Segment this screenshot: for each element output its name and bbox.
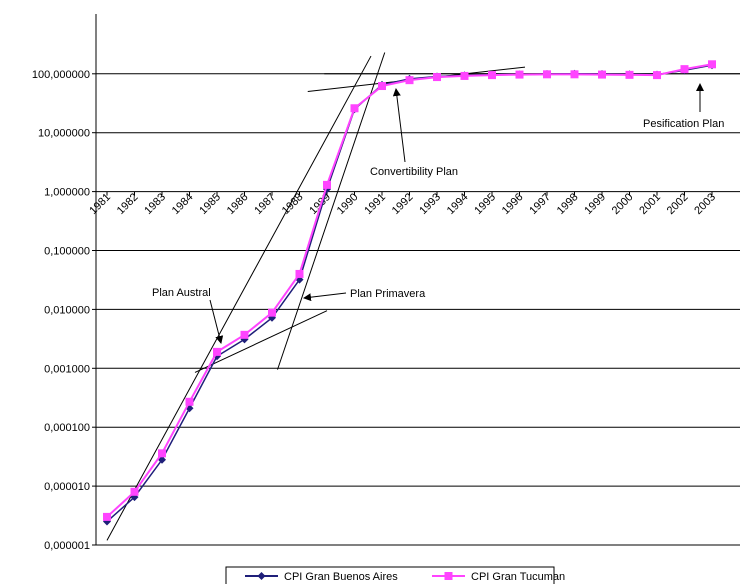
x-tick-label: 1983 xyxy=(142,191,168,217)
data-point xyxy=(213,347,221,356)
data-point xyxy=(405,76,414,85)
data-point xyxy=(295,269,304,278)
data-point xyxy=(680,65,689,74)
y-tick-label: 1,000000 xyxy=(44,187,90,199)
data-point xyxy=(625,70,634,79)
x-tick-label: 1993 xyxy=(417,191,443,217)
annotation-layer: Plan Austral Plan Primavera Convertibility… xyxy=(152,83,724,344)
y-tick-label: 100,000000 xyxy=(32,69,90,81)
y-tick-label: 0,000001 xyxy=(44,540,90,552)
legend-label-tucuman: CPI Gran Tucuman xyxy=(471,571,565,583)
y-tick-label: 0,100000 xyxy=(44,246,90,258)
x-tick-label: 1992 xyxy=(390,191,416,217)
annotation-arrow xyxy=(392,88,406,163)
data-point xyxy=(185,397,194,406)
x-tick-label: 1986 xyxy=(225,191,251,217)
y-tick-labels: 0,000001 0,000010 0,000100 0,001000 0,010000… xyxy=(32,69,90,552)
data-point xyxy=(598,70,606,79)
data-point xyxy=(433,73,441,82)
legend: CPI Gran Buenos Aires CPI Gran Tucuman xyxy=(225,566,565,584)
data-point xyxy=(543,70,551,79)
data-point xyxy=(158,449,166,458)
trend-line xyxy=(106,55,372,541)
data-point xyxy=(515,70,524,79)
trend-line xyxy=(277,52,386,370)
x-tick-label: 2000 xyxy=(610,191,636,217)
annotation-pesification-plan: Pesification Plan xyxy=(643,83,724,130)
x-tick-label: 1984 xyxy=(170,191,196,217)
data-point xyxy=(460,71,469,80)
y-tick-label: 0,000100 xyxy=(44,422,90,434)
legend-marker-buenos-aires xyxy=(257,572,266,580)
x-tick-label: 2003 xyxy=(692,191,718,217)
data-point xyxy=(323,180,331,189)
y-tick-label: 10,000000 xyxy=(38,128,90,140)
annotation-label: Plan Primavera xyxy=(350,288,426,300)
x-tick-label: 1998 xyxy=(555,191,581,217)
x-tick-label: 1981 xyxy=(87,191,113,217)
data-point xyxy=(708,60,716,69)
data-point xyxy=(653,71,661,80)
data-point xyxy=(240,330,249,339)
legend-label-buenos-aires: CPI Gran Buenos Aires xyxy=(284,571,398,583)
x-tick-label: 2001 xyxy=(637,191,663,217)
series-layer xyxy=(103,60,716,526)
y-tick-label: 0,001000 xyxy=(44,363,90,375)
trend-line xyxy=(194,310,328,373)
x-tick-label: 2002 xyxy=(665,191,691,217)
data-point xyxy=(570,70,579,79)
x-tick-label: 1994 xyxy=(445,191,471,217)
series-tucuman xyxy=(103,60,716,521)
x-tick-label: 1985 xyxy=(197,191,223,217)
x-tick-label: 1991 xyxy=(362,191,388,217)
y-tick-label: 0,010000 xyxy=(44,304,90,316)
data-point xyxy=(378,82,386,91)
x-tick-label: 1987 xyxy=(252,191,278,217)
annotation-arrow xyxy=(209,299,224,344)
data-point xyxy=(488,71,496,80)
annotation-plan-austral: Plan Austral xyxy=(152,287,224,344)
annotation-arrow xyxy=(303,292,347,302)
x-tick-label: 1999 xyxy=(582,191,608,217)
data-point xyxy=(103,512,111,521)
annotation-label: Convertibility Plan xyxy=(370,166,458,178)
gridlines xyxy=(92,14,740,546)
data-point xyxy=(350,104,359,113)
legend-box xyxy=(225,566,555,584)
data-point xyxy=(130,487,139,496)
y-tick-label: 0,000010 xyxy=(44,481,90,493)
x-tick-labels: 1981 1982 1983 1984 1985 1986 1987 1988 1989 1990… xyxy=(87,191,718,217)
legend-marker-tucuman xyxy=(444,572,453,580)
x-tick-label: 1996 xyxy=(500,191,526,217)
x-tick-label: 1997 xyxy=(527,191,553,217)
x-tick-label: 1988 xyxy=(280,191,306,217)
x-tick-label: 1990 xyxy=(335,191,361,217)
annotation-label: Pesification Plan xyxy=(643,118,724,130)
x-tick-label: 1982 xyxy=(115,191,141,217)
annotation-plan-primavera: Plan Primavera xyxy=(303,288,426,302)
annotation-convertibility-plan: Convertibility Plan xyxy=(370,88,458,178)
annotation-label: Plan Austral xyxy=(152,287,211,299)
x-tick-label: 1995 xyxy=(472,191,498,217)
data-point xyxy=(268,308,276,317)
